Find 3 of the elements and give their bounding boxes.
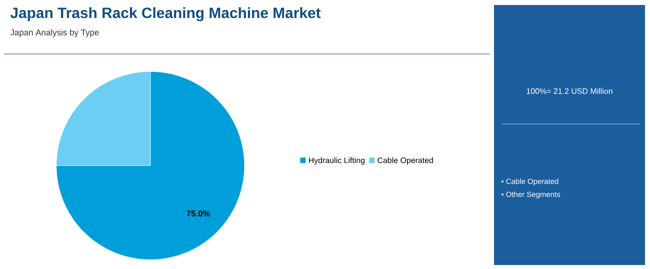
- chart-subtitle: Japan Analysis by Type: [10, 29, 99, 38]
- data-label: 75.0%: [186, 210, 210, 216]
- chart-title: Japan Trash Rack Cleaning Machine Market: [10, 7, 321, 22]
